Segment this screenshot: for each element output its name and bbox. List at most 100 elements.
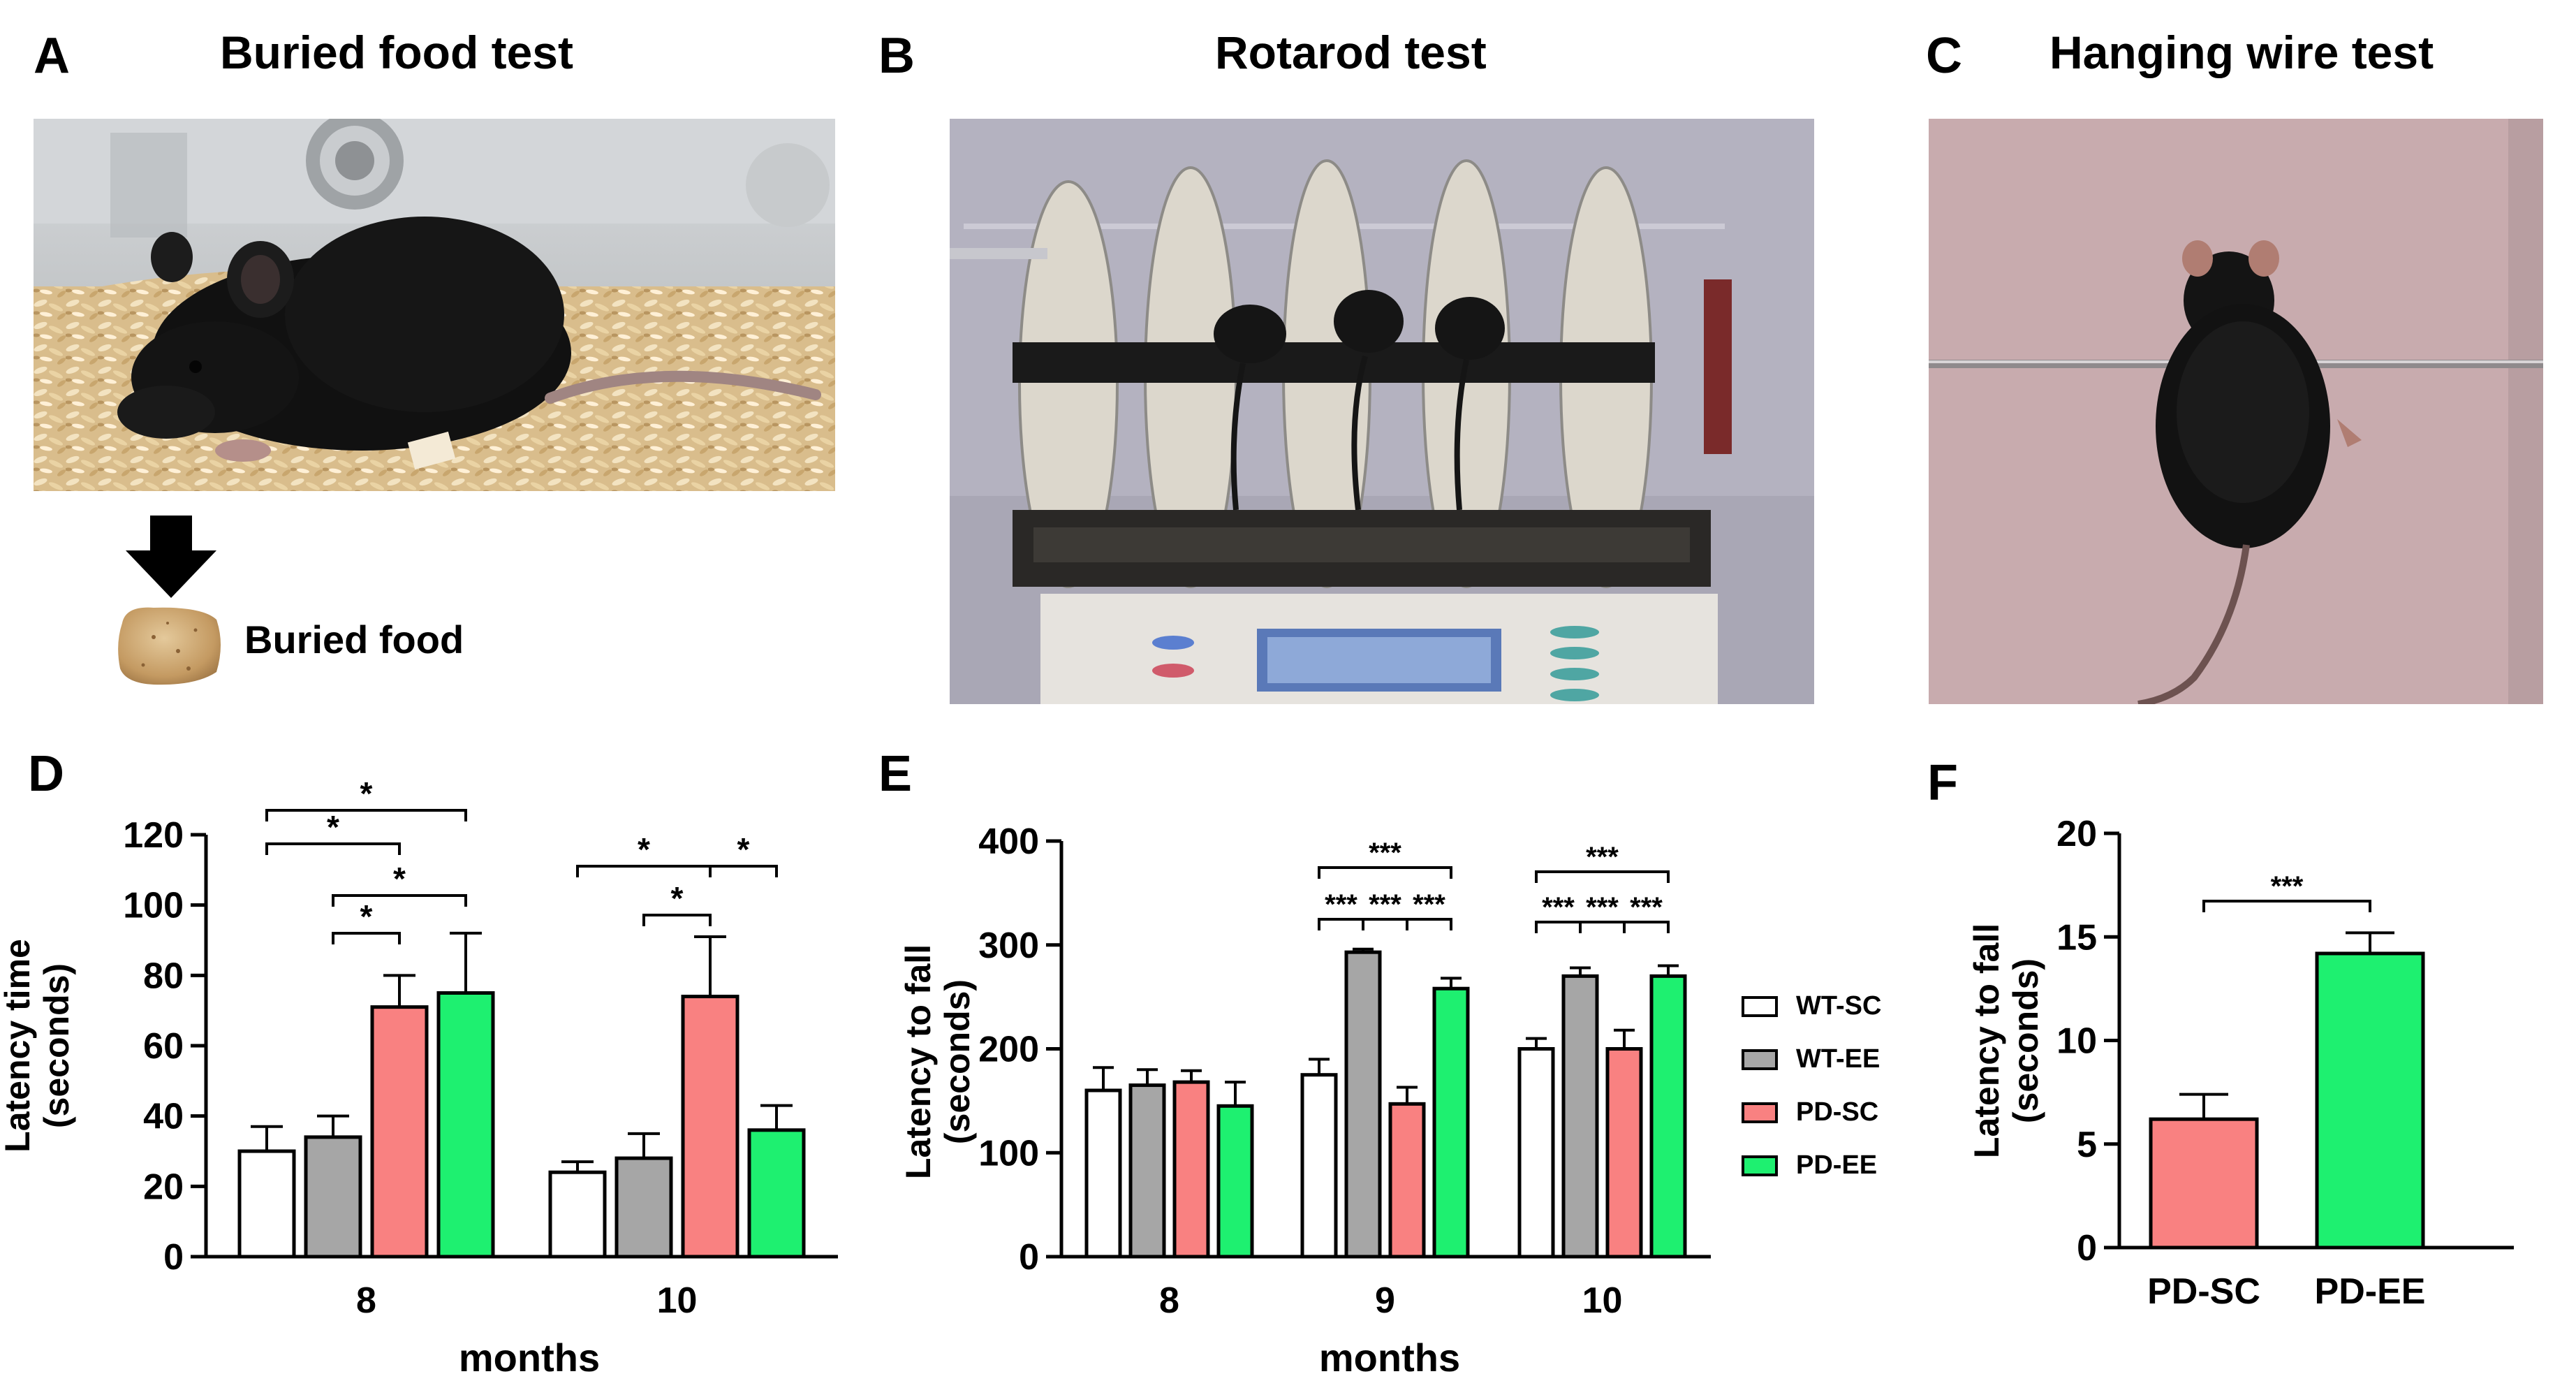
significance-bracket xyxy=(332,894,467,907)
y-tick-label: 15 xyxy=(2056,917,2097,958)
legend-swatch-WT-SC xyxy=(1742,996,1778,1017)
bar-WT-SC-10 xyxy=(548,1170,607,1259)
significance-bracket xyxy=(1318,866,1452,879)
bar-WT-EE-10 xyxy=(614,1156,673,1259)
panel-title-b: Rotarod test xyxy=(1215,27,1487,78)
y-axis-label: Latency time(seconds) xyxy=(0,939,76,1153)
y-tick-label: 60 xyxy=(143,1026,184,1067)
y-tick-label: 400 xyxy=(978,821,1039,862)
y-tick-label: 0 xyxy=(163,1237,184,1278)
significance-bracket xyxy=(1406,918,1452,930)
significance-label: * xyxy=(638,831,650,868)
bar-WT-SC-8 xyxy=(237,1149,296,1259)
rotarod-apparatus-photo xyxy=(950,119,1814,704)
significance-label: *** xyxy=(1369,889,1401,920)
significance-label: *** xyxy=(1413,889,1445,920)
down-arrow-icon xyxy=(122,516,220,598)
panel-label-d: D xyxy=(28,746,64,802)
panel-title-c: Hanging wire test xyxy=(2049,27,2434,78)
buried-food-label: Buried food xyxy=(244,618,464,662)
significance-label: *** xyxy=(1630,892,1663,923)
y-tick-label: 300 xyxy=(978,926,1039,966)
significance-bracket xyxy=(1535,921,1582,933)
significance-bracket xyxy=(1579,921,1626,933)
significance-label: * xyxy=(737,831,750,868)
bar-PD-EE-PD-EE xyxy=(2315,951,2425,1250)
bar-PD-EE-8 xyxy=(1216,1104,1254,1259)
panel-label-c: C xyxy=(1926,28,1962,84)
bar-WT-SC-8 xyxy=(1084,1088,1122,1259)
bar-PD-SC-10 xyxy=(1605,1047,1643,1259)
significance-bracket xyxy=(1362,918,1408,930)
x-tick-label: 8 xyxy=(356,1280,376,1321)
x-tick-label: PD-EE xyxy=(2315,1271,2426,1312)
significance-bracket xyxy=(265,809,467,821)
bar-WT-EE-9 xyxy=(1344,950,1382,1259)
significance-label: * xyxy=(671,880,684,916)
x-tick-label: 8 xyxy=(1159,1280,1179,1321)
significance-bracket xyxy=(576,865,712,877)
significance-label: *** xyxy=(1542,892,1575,923)
y-tick-label: 80 xyxy=(143,956,184,996)
bar-PD-EE-9 xyxy=(1432,986,1470,1259)
panel-label-a: A xyxy=(34,28,70,84)
bar-WT-EE-10 xyxy=(1561,974,1599,1259)
bar-PD-EE-8 xyxy=(436,991,495,1259)
legend-swatch-PD-EE xyxy=(1742,1155,1778,1176)
bar-WT-SC-10 xyxy=(1517,1047,1555,1259)
legend-label-WT-SC: WT-SC xyxy=(1796,991,1881,1021)
significance-label: *** xyxy=(1369,838,1401,868)
significance-bracket xyxy=(332,932,401,944)
chart-e-rotarod: 0 100 200 300 400 Latency to fall(seconds) 8 9 1… xyxy=(899,821,1881,1380)
x-tick-label: 9 xyxy=(1375,1280,1395,1321)
panel-title-a: Buried food test xyxy=(220,27,573,78)
significance-label: * xyxy=(327,809,339,845)
mouse-hanging-on-wire-photo xyxy=(1929,119,2543,704)
x-axis-label: months xyxy=(459,1336,600,1380)
significance-bracket xyxy=(1318,918,1364,930)
y-tick-label: 0 xyxy=(1019,1237,1039,1278)
legend-label-PD-SC: PD-SC xyxy=(1796,1097,1878,1127)
significance-label: * xyxy=(360,775,373,812)
bar-PD-SC-9 xyxy=(1388,1102,1426,1259)
significance-bracket xyxy=(642,914,712,926)
panel-label-e: E xyxy=(878,746,913,802)
bar-PD-SC-10 xyxy=(681,995,739,1259)
mouse-on-bedding-photo xyxy=(34,119,835,491)
y-tick-label: 20 xyxy=(2056,814,2097,854)
bar-PD-EE-10 xyxy=(1649,974,1687,1259)
bar-WT-EE-8 xyxy=(304,1135,362,1259)
y-axis-label: Latency to fall(seconds) xyxy=(899,944,977,1179)
significance-bracket xyxy=(1623,921,1670,933)
bar-PD-SC-8 xyxy=(1172,1080,1210,1259)
legend-label-PD-EE: PD-EE xyxy=(1796,1150,1877,1180)
food-pellet-icon xyxy=(112,602,227,689)
significance-bracket xyxy=(2202,900,2371,912)
y-tick-label: 120 xyxy=(123,815,184,856)
bar-PD-SC-PD-SC xyxy=(2149,1117,2259,1250)
chart-f-hanging-wire: 0 5 10 15 20 Latency to fall(seconds) PD-SC PD-… xyxy=(1967,814,2514,1312)
legend-swatch-WT-EE xyxy=(1742,1049,1778,1070)
bar-WT-SC-9 xyxy=(1300,1073,1338,1259)
legend-label-WT-EE: WT-EE xyxy=(1796,1044,1880,1074)
y-tick-label: 100 xyxy=(123,886,184,926)
significance-bracket xyxy=(1535,870,1670,883)
significance-bracket xyxy=(265,842,401,855)
y-tick-label: 20 xyxy=(143,1167,184,1207)
y-tick-label: 10 xyxy=(2056,1021,2097,1062)
significance-label: * xyxy=(360,898,373,935)
bar-PD-SC-8 xyxy=(370,1005,429,1259)
significance-label: *** xyxy=(1586,892,1619,923)
y-tick-label: 200 xyxy=(978,1030,1039,1070)
significance-label: *** xyxy=(2271,871,2304,902)
y-tick-label: 100 xyxy=(978,1133,1039,1174)
x-axis-label: months xyxy=(1319,1336,1460,1380)
panel-label-f: F xyxy=(1927,755,1958,811)
bar-PD-EE-10 xyxy=(747,1128,806,1259)
y-tick-label: 40 xyxy=(143,1097,184,1137)
legend-swatch-PD-SC xyxy=(1742,1102,1778,1123)
y-tick-label: 0 xyxy=(2077,1228,2097,1269)
significance-label: * xyxy=(393,861,406,897)
significance-label: *** xyxy=(1586,842,1619,872)
